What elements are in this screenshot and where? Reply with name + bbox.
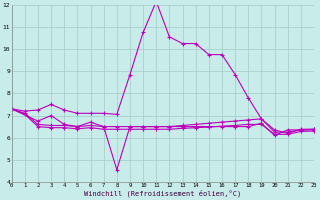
X-axis label: Windchill (Refroidissement éolien,°C): Windchill (Refroidissement éolien,°C)	[84, 190, 242, 197]
